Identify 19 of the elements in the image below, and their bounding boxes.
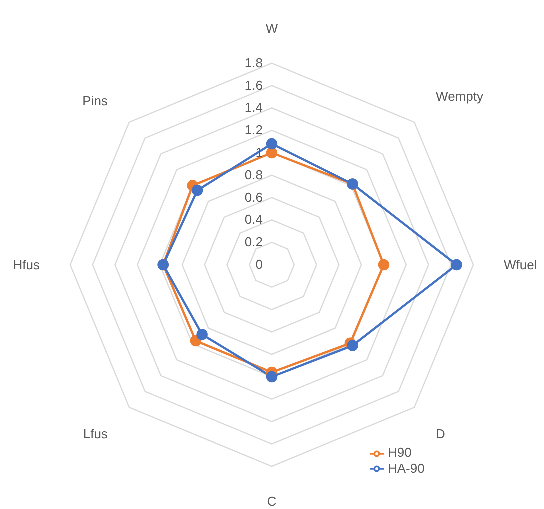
y-tick-label: 1.6: [244, 78, 263, 93]
y-tick-label: 1.2: [244, 122, 263, 138]
y-tick-label: 0.6: [244, 190, 263, 205]
spoke-label: Pins: [82, 94, 108, 109]
legend-label: HA-90: [388, 460, 425, 476]
spoke-label: Wempty: [436, 88, 484, 104]
y-tick-label: 0: [256, 257, 263, 272]
y-tick-label: 0.2: [244, 234, 263, 250]
y-tick-label: 1.8: [244, 55, 263, 70]
spoke-label: C: [267, 494, 277, 509]
y-tick-label: 0.4: [244, 212, 263, 228]
spoke-label: D: [436, 426, 446, 442]
y-tick-label: 0.8: [244, 167, 263, 182]
spoke-label: Lfus: [83, 426, 108, 442]
spoke-label: Wfuel: [504, 258, 538, 273]
spoke-label: W: [266, 21, 279, 36]
y-tick-label: 1.4: [244, 100, 263, 116]
spoke-label: Hfus: [13, 258, 40, 273]
legend-label: H90: [388, 445, 412, 460]
